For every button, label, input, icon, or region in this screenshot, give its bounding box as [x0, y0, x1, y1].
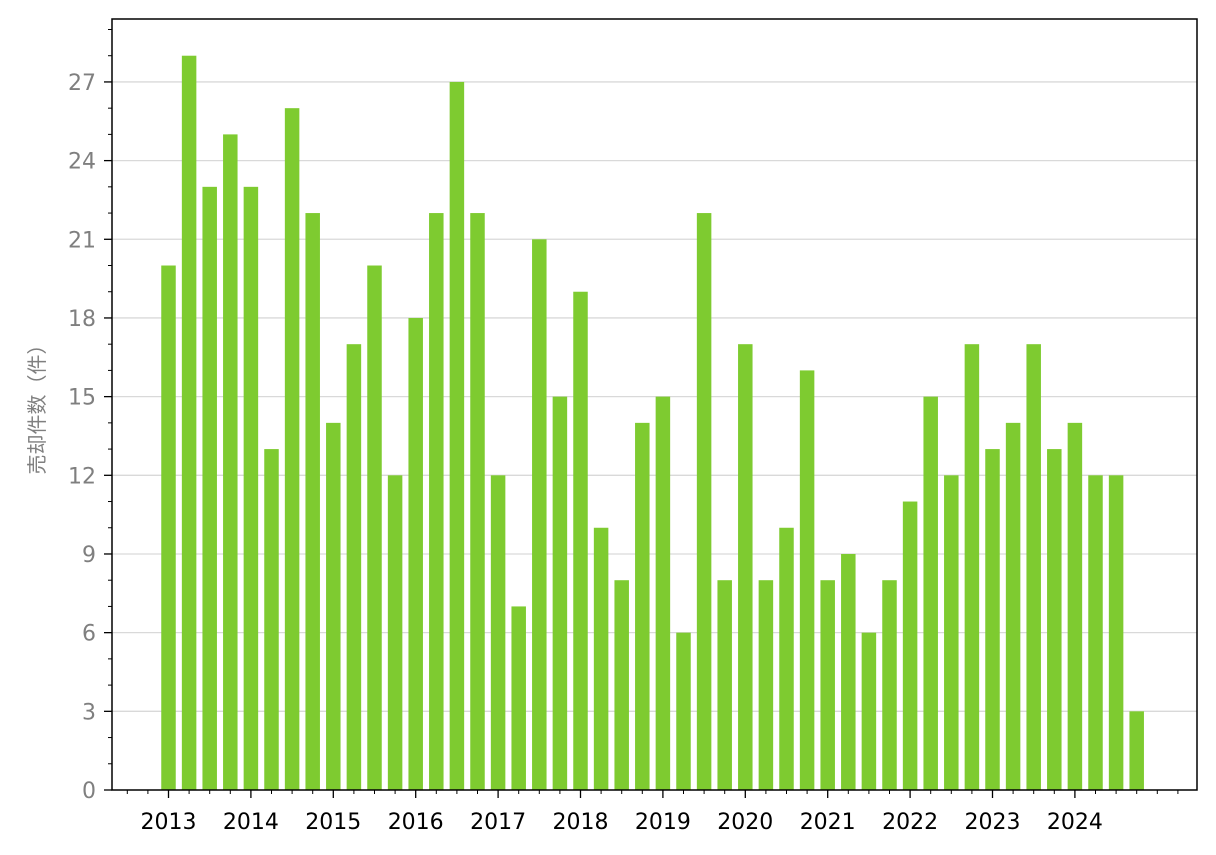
- y-tick-label: 9: [82, 543, 96, 568]
- y-tick-label: 27: [68, 71, 96, 96]
- bar: [944, 475, 959, 790]
- bar: [717, 580, 732, 790]
- y-tick-label: 3: [82, 700, 96, 725]
- bar: [985, 449, 1000, 790]
- bar: [861, 632, 877, 790]
- bar: [964, 344, 980, 790]
- bar: [552, 396, 568, 790]
- bar: [593, 527, 609, 790]
- bars: [161, 55, 1144, 791]
- x-tick-label: 2021: [800, 810, 856, 835]
- x-tick-label: 2017: [470, 810, 526, 835]
- bar: [1067, 422, 1083, 790]
- x-tick-label: 2013: [141, 810, 197, 835]
- bar: [202, 186, 217, 790]
- x-tick-label: 2020: [717, 810, 773, 835]
- bar: [655, 396, 671, 790]
- bar: [511, 606, 526, 790]
- bar: [161, 265, 176, 790]
- bar: [1108, 475, 1124, 790]
- y-axis-label: 売却件数（件）: [25, 335, 49, 475]
- bar: [1047, 449, 1062, 790]
- x-tick-label: 2018: [553, 810, 609, 835]
- x-tick-label: 2015: [305, 810, 361, 835]
- bar: [923, 396, 938, 790]
- x-tick-label: 2019: [635, 810, 691, 835]
- bar: [429, 213, 444, 790]
- x-axis: 2013 2014 2015 2016 2017 2018 2019 2020 2021 2022…: [126, 790, 1179, 835]
- bar: [490, 475, 506, 790]
- x-tick-label: 2014: [223, 810, 279, 835]
- bar: [408, 317, 423, 790]
- bar: [758, 580, 774, 790]
- bar: [738, 344, 753, 790]
- bar: [223, 134, 238, 790]
- x-tick-label: 2024: [1047, 810, 1103, 835]
- y-tick-label: 18: [68, 307, 96, 332]
- bar: [346, 344, 362, 790]
- y-tick-label: 6: [82, 622, 96, 647]
- y-tick-label: 12: [68, 464, 96, 489]
- bar: [181, 55, 197, 790]
- bar: [387, 475, 403, 790]
- bar: [367, 265, 382, 790]
- x-tick-label: 2022: [882, 810, 938, 835]
- bar: [696, 213, 712, 790]
- x-tick-label: 2016: [388, 810, 444, 835]
- x-tick-label: 2023: [965, 810, 1021, 835]
- bar: [264, 449, 279, 790]
- y-tick-label: 24: [68, 150, 96, 175]
- bar: [1088, 475, 1103, 790]
- bar: [573, 291, 588, 790]
- y-tick-label: 15: [68, 386, 96, 411]
- y-tick-label: 21: [68, 228, 96, 253]
- bar: [1026, 344, 1041, 790]
- plot-frame: [111, 18, 1198, 791]
- bar: [676, 632, 691, 790]
- bar: [635, 422, 650, 790]
- bar: [284, 108, 300, 790]
- bar: [449, 81, 465, 790]
- bar: [902, 501, 918, 790]
- bar: [470, 213, 485, 790]
- bar: [841, 553, 856, 790]
- y-axis: 0 3 6 9 12 15 18 21 24 27: [68, 28, 112, 804]
- bar: [820, 580, 835, 790]
- bar: [243, 186, 259, 790]
- bar: [1005, 422, 1021, 790]
- bar: [799, 370, 815, 790]
- bar: [882, 580, 897, 790]
- bar: [326, 422, 341, 790]
- bar: [779, 527, 794, 790]
- bar: [614, 580, 629, 790]
- y-tick-label: 0: [82, 779, 96, 804]
- bar: [532, 239, 547, 791]
- bar: [1129, 711, 1144, 790]
- bar: [305, 213, 320, 790]
